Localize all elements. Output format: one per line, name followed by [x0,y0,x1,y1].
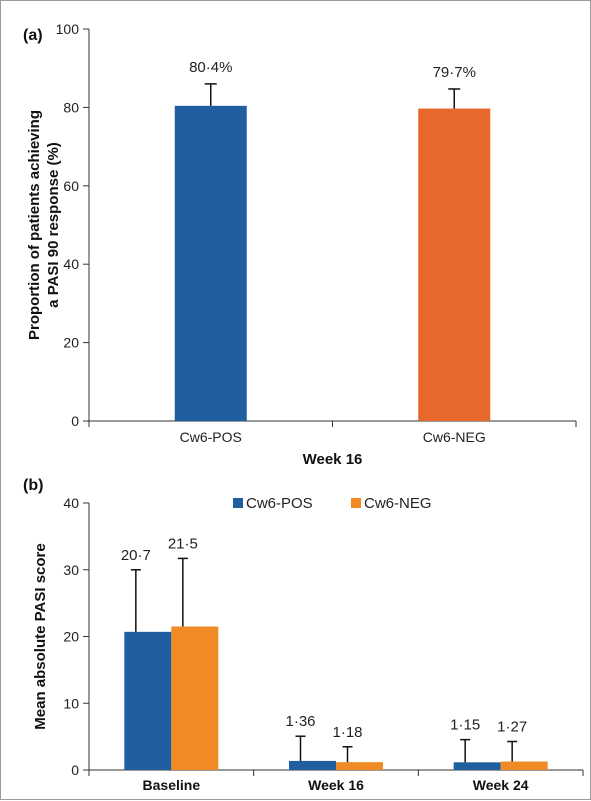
panel-a-bar [174,105,247,421]
panel-a-bar [418,108,491,422]
panel-b-legend-label: Cw6-NEG [364,495,432,512]
panel-b-bar [453,762,501,770]
panel-b-x-tick-label: Baseline [143,777,201,793]
panel-b-bar [500,761,548,770]
panel-a-y-tick-label: 40 [63,256,79,272]
panel-b-y-tick-label: 10 [63,695,79,711]
panel-a-data-label: 80·4% [189,59,232,76]
panel-b-data-label: 1·18 [332,724,362,741]
panel-b-data-label: 1·15 [450,717,480,734]
panel-b-data-label: 1·27 [497,718,527,735]
panel-a-y-tick-label: 60 [63,178,79,194]
panel-a-y-axis-title-line2: a PASI 90 response (%) [45,142,62,308]
panel-b-bar [171,626,219,770]
panel-b-legend-swatch [351,498,361,508]
panel-a-y-tick-label: 80 [63,99,79,115]
panel-b-y-tick-label: 40 [63,495,79,511]
panel-a-y-tick-label: 20 [63,335,79,351]
panel-a-label: (a) [23,27,43,44]
panel-a-x-axis-title: Week 16 [303,451,363,468]
panel-a-y-tick-label: 100 [56,21,80,37]
panel-b-bar [124,631,172,770]
panel-b-bar [336,762,383,770]
panel-b-x-tick-label: Week 24 [473,777,529,793]
panel-b-y-tick-label: 30 [63,562,79,578]
panel-b-y-tick-label: 20 [63,629,79,645]
panel-a-y-axis-title-line1: Proportion of patients achieving [26,110,43,340]
panel-b-legend-swatch [233,498,243,508]
panel-b-x-tick-label: Week 16 [308,777,364,793]
panel-b-bar [289,760,336,770]
panel-b-y-tick-label: 0 [71,762,79,778]
panel-b-data-label: 21·5 [168,535,198,552]
panel-b-data-label: 20·7 [121,547,151,564]
panel-a-y-tick-label: 0 [71,413,79,429]
panel-b-data-label: 1·36 [285,713,315,730]
panel-a-data-label: 79·7% [433,64,476,81]
panel-b-legend-label: Cw6-POS [246,495,313,512]
panel-b-y-axis-title: Mean absolute PASI score [32,543,49,729]
panel-a-x-tick-label: Cw6-NEG [423,429,486,445]
panel-a-x-tick-label: Cw6-POS [180,429,242,445]
panel-b-label: (b) [23,477,43,494]
